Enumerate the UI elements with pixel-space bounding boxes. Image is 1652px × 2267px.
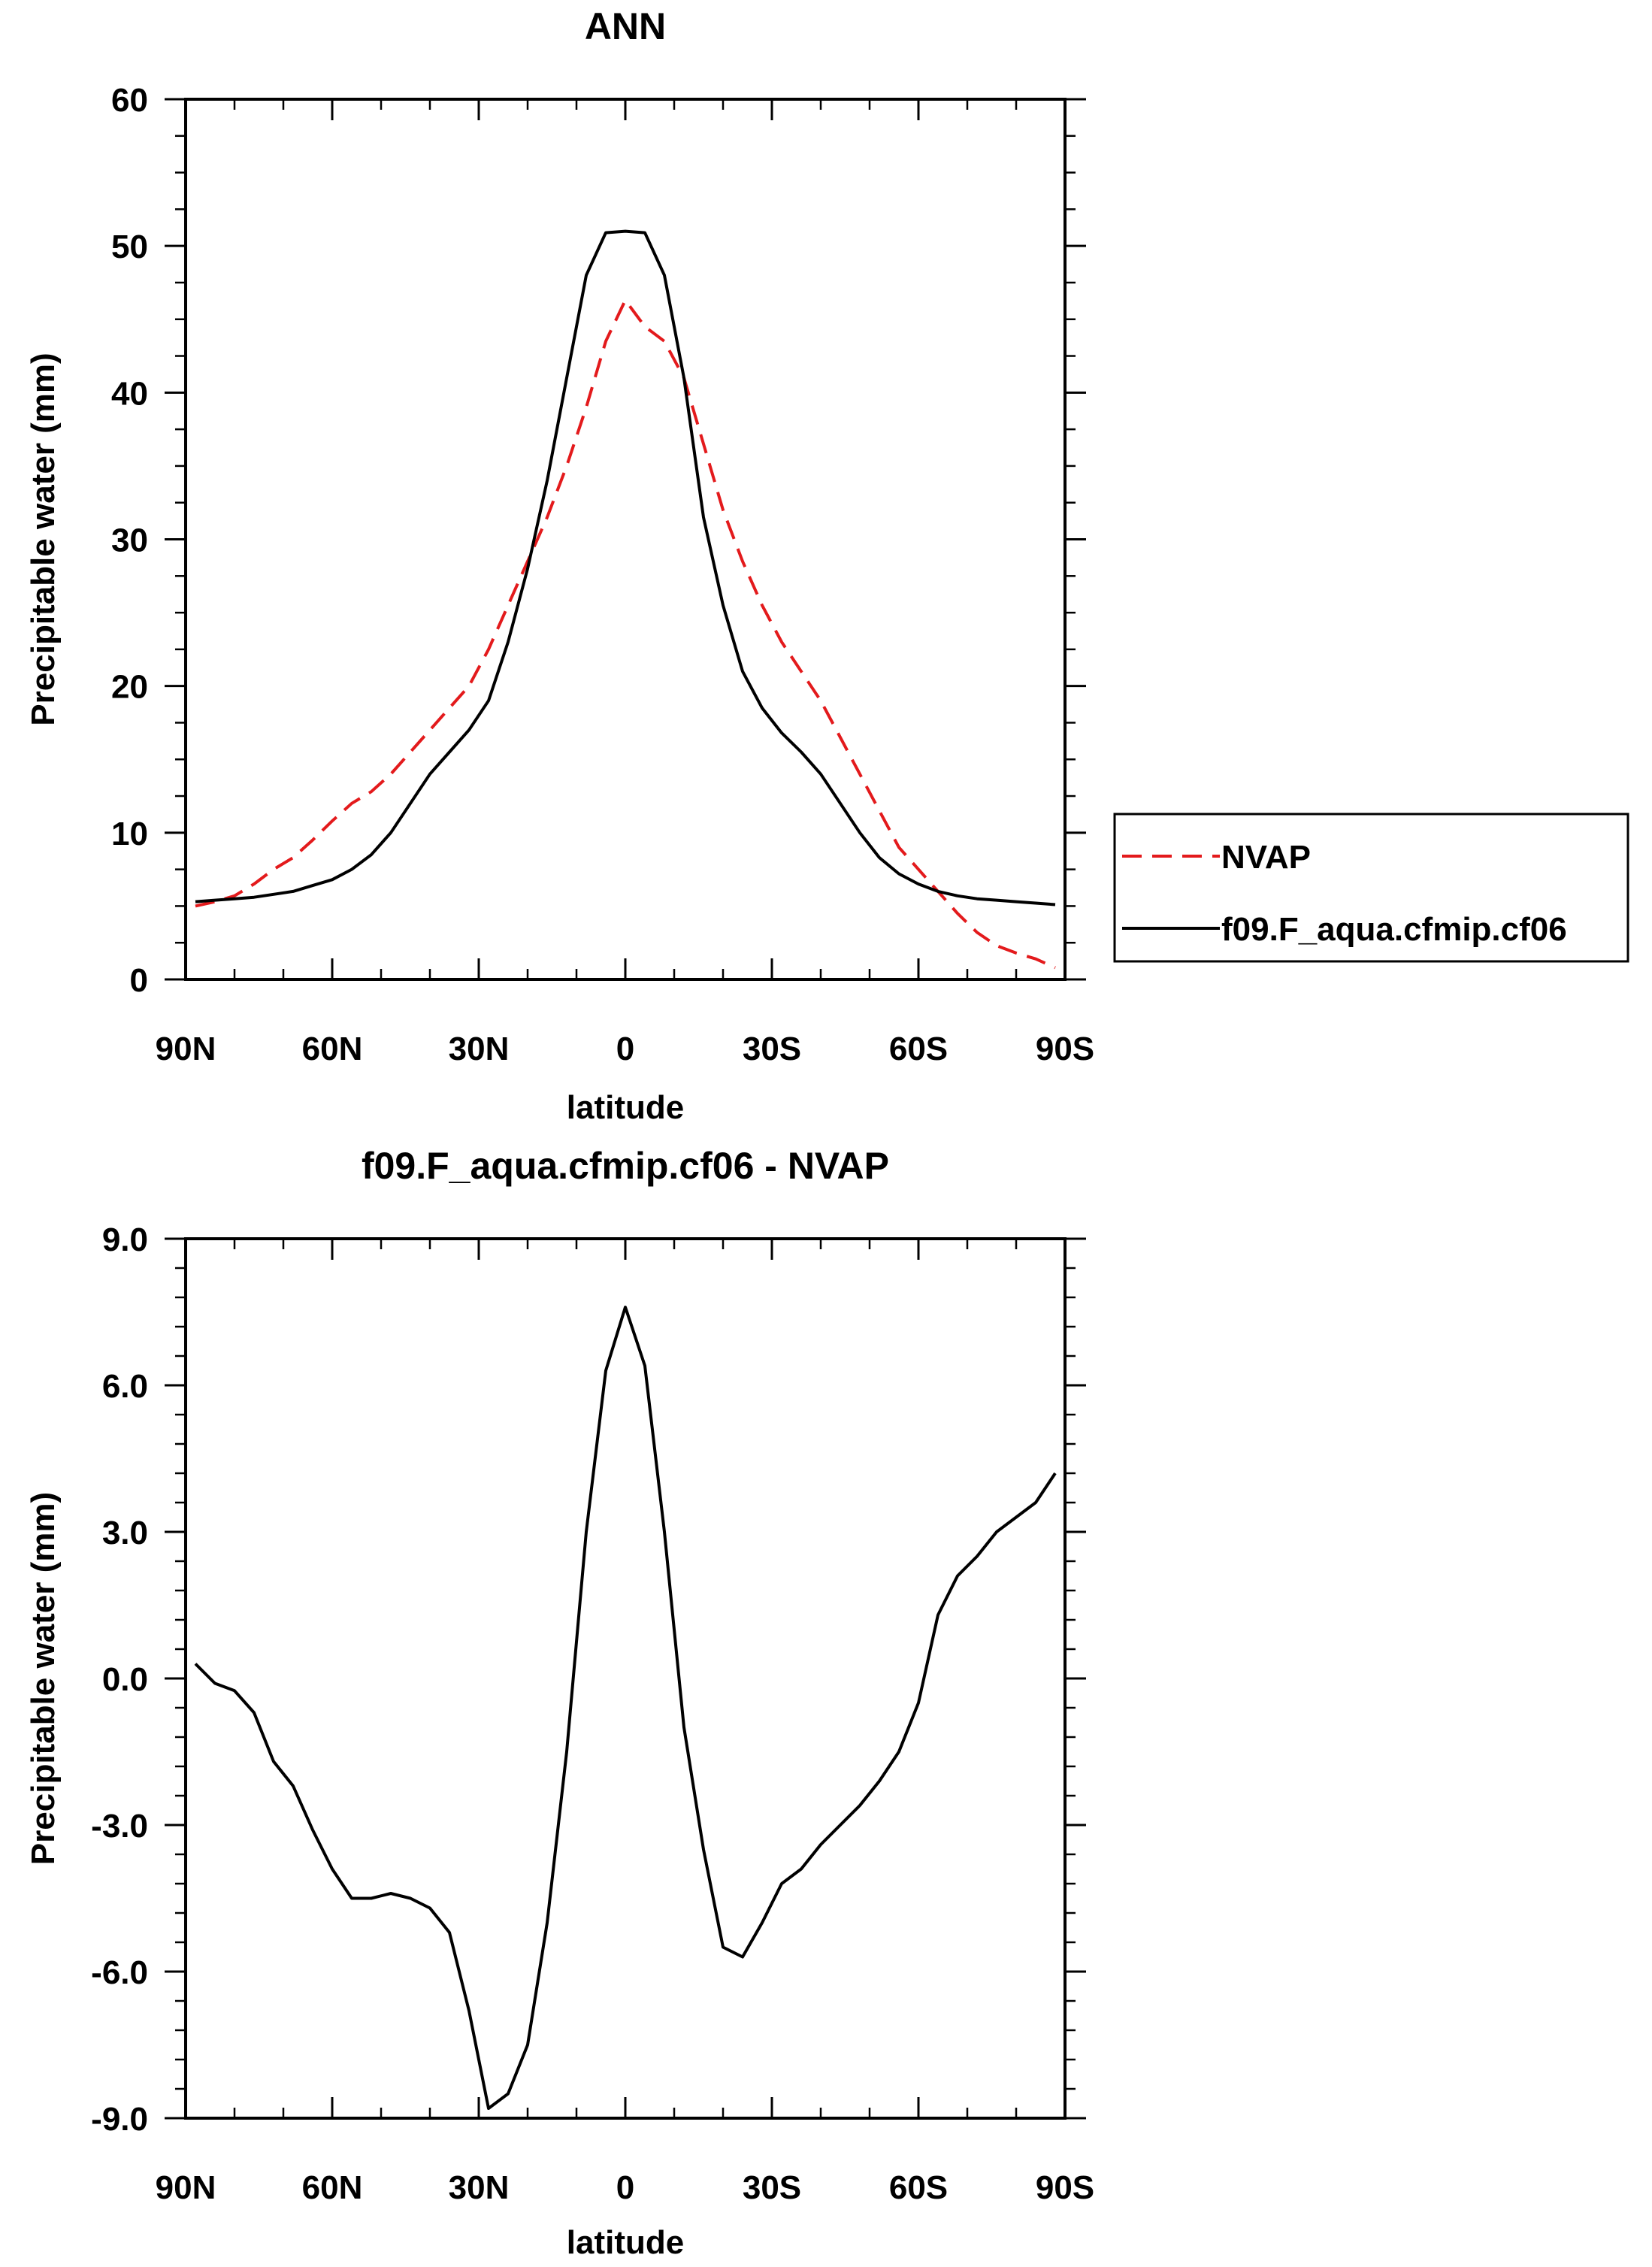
y-tick-label: -3.0 bbox=[91, 1808, 148, 1845]
chart-title: ANN bbox=[585, 5, 666, 47]
x-tick-label: 90S bbox=[1036, 1031, 1094, 1067]
y-axis-label: Precipitable water (mm) bbox=[25, 1492, 62, 1865]
series-line-1-2 bbox=[195, 229, 1056, 906]
x-axis-label: latitude bbox=[567, 2224, 684, 2261]
y-tick-label: 3.0 bbox=[102, 1515, 148, 1551]
x-tick-label: 0 bbox=[616, 1031, 634, 1067]
y-tick-label: 20 bbox=[111, 669, 148, 706]
series-line-2-1 bbox=[194, 1306, 1057, 2110]
y-tick-label: 9.0 bbox=[102, 1221, 148, 1258]
x-tick-label: 30N bbox=[449, 2169, 510, 2206]
y-tick-label: 60 bbox=[111, 82, 148, 119]
x-tick-label: 60N bbox=[302, 1031, 363, 1067]
chart-title: f09.F_aqua.cfmip.cf06 - NVAP bbox=[362, 1145, 889, 1187]
x-tick-label: 30S bbox=[743, 2169, 801, 2206]
x-tick-label: 90N bbox=[156, 2169, 216, 2206]
x-tick-label: 90N bbox=[156, 1031, 216, 1067]
chart-panel-2: f09.F_aqua.cfmip.cf06 - NVAP 90N 60N 30N 0 30… bbox=[25, 1145, 1094, 2261]
x-tick-label: 30S bbox=[743, 1031, 801, 1067]
legend-label: f09.F_aqua.cfmip.cf06 bbox=[1221, 911, 1567, 948]
legend-label: NVAP bbox=[1221, 839, 1311, 876]
y-tick-label: 6.0 bbox=[102, 1368, 148, 1405]
x-axis-label: latitude bbox=[567, 1089, 684, 1126]
legend: NVAP f09.F_aqua.cfmip.cf06 bbox=[1113, 813, 1629, 963]
y-tick-label: 40 bbox=[111, 375, 148, 412]
x-tick-label: 60N bbox=[302, 2169, 363, 2206]
plot-frame bbox=[184, 1237, 1067, 2120]
y-axis-label: Precipitable water (mm) bbox=[25, 353, 62, 725]
y-tick-label: 50 bbox=[111, 229, 148, 265]
y-tick-label: -9.0 bbox=[91, 2101, 148, 2138]
legend-box bbox=[1113, 813, 1629, 963]
chart-panel-1: ANN 90N 60N 30N 0 30S 60S 90S 0 10 20 30 40 50 60 latit… bbox=[25, 5, 1629, 1126]
x-tick-label: 30N bbox=[449, 1031, 510, 1067]
x-tick-label: 90S bbox=[1036, 2169, 1094, 2206]
y-tick-label: 30 bbox=[111, 522, 148, 559]
y-tick-label: 0 bbox=[130, 962, 148, 999]
x-tick-label: 60S bbox=[889, 2169, 948, 2206]
y-tick-label: -6.0 bbox=[91, 1954, 148, 1991]
y-tick-label: 0.0 bbox=[102, 1661, 148, 1698]
y-tick-label: 10 bbox=[111, 816, 148, 852]
x-tick-label: 60S bbox=[889, 1031, 948, 1067]
series-line-1-1 bbox=[195, 298, 1056, 970]
x-tick-label: 0 bbox=[616, 2169, 634, 2206]
